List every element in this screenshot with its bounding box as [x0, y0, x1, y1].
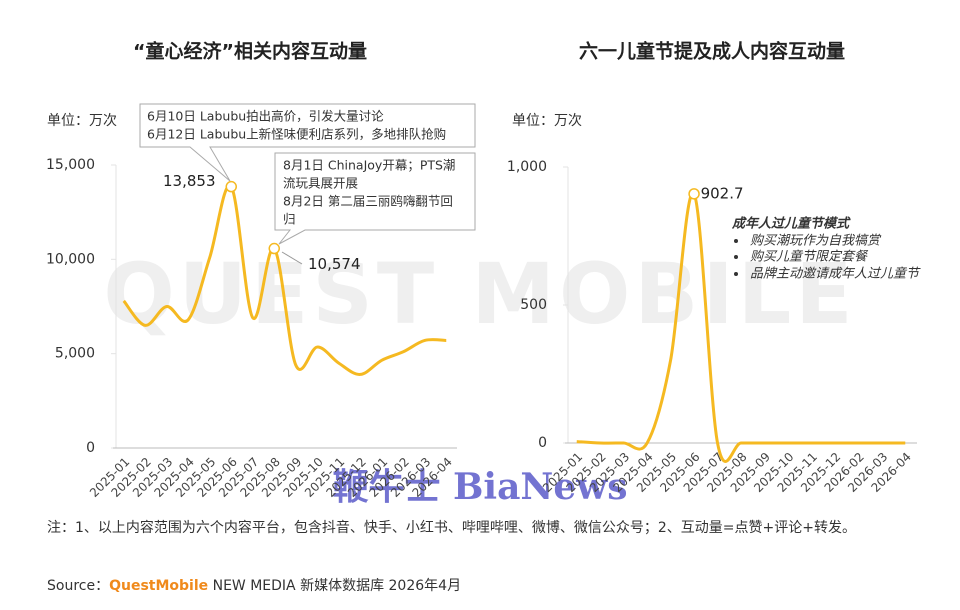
y-tick-label: 5,000	[55, 346, 95, 362]
chart-title: 六一儿童节提及成人内容互动量	[579, 40, 845, 63]
bullet	[734, 239, 738, 243]
y-tick-label: 10,000	[46, 251, 95, 267]
annotation-title: 成年人过儿童节模式	[731, 216, 851, 232]
source: Source：QuestMobile NEW MEDIA 新媒体数据库 2026…	[47, 575, 461, 595]
callout-box	[274, 152, 476, 245]
point-marker	[225, 180, 237, 193]
y-tick-label: 15,000	[46, 157, 95, 173]
callout-box	[139, 103, 476, 182]
data-label: 13,853	[163, 172, 216, 190]
footnote: 注：1、以上内容范围为六个内容平台，包含抖音、快手、小红书、哔哩哔哩、微博、微信…	[47, 520, 857, 536]
chart-title: “童心经济”相关内容互动量	[133, 40, 367, 63]
annotation: 归	[283, 212, 296, 227]
series-line	[576, 191, 906, 463]
source-label: Source：	[47, 578, 110, 594]
y-tick-label: 0	[86, 440, 95, 456]
annotation-item: 购买潮玩作为自我犒赏	[750, 233, 882, 249]
unit-label: 单位：万次	[47, 113, 117, 129]
source-text: NEW MEDIA 新媒体数据库 2026年4月	[208, 578, 462, 594]
watermark: QUEST MOBILE	[103, 245, 856, 343]
annotation: 6月12日 Labubu上新怪味便利店系列，多地排队抢购	[147, 127, 446, 142]
annotation: 流玩具展开展	[283, 176, 358, 191]
annotation-item: 购买儿童节限定套餐	[750, 249, 869, 265]
annotation: 8月1日 ChinaJoy开幕；PTS潮	[283, 158, 455, 173]
y-tick-label: 1,000	[507, 159, 547, 175]
y-tick-label: 0	[538, 435, 547, 451]
point-marker	[688, 188, 700, 200]
data-label: 902.7	[701, 184, 744, 202]
bullet	[734, 272, 738, 276]
chart: QUEST MOBILE “童心经济”相关内容互动量 六一儿童节提及成人内容互动…	[46, 40, 921, 509]
annotation-item: 品牌主动邀请成年人过儿童节	[750, 266, 921, 282]
source-brand: QuestMobile	[109, 578, 209, 594]
unit-label: 单位：万次	[512, 113, 582, 129]
bullet	[734, 255, 738, 259]
watermark: 鞭牛士 BiaNews	[332, 466, 627, 508]
annotation: 8月2日 第二届三丽鸥嗨翻节回	[283, 194, 453, 209]
leader-line	[281, 251, 303, 265]
y-tick-label: 500	[520, 297, 547, 313]
annotation: 6月10日 Labubu拍出高价，引发大量讨论	[147, 109, 384, 124]
point-marker	[268, 242, 280, 255]
data-label: 10,574	[308, 255, 361, 273]
